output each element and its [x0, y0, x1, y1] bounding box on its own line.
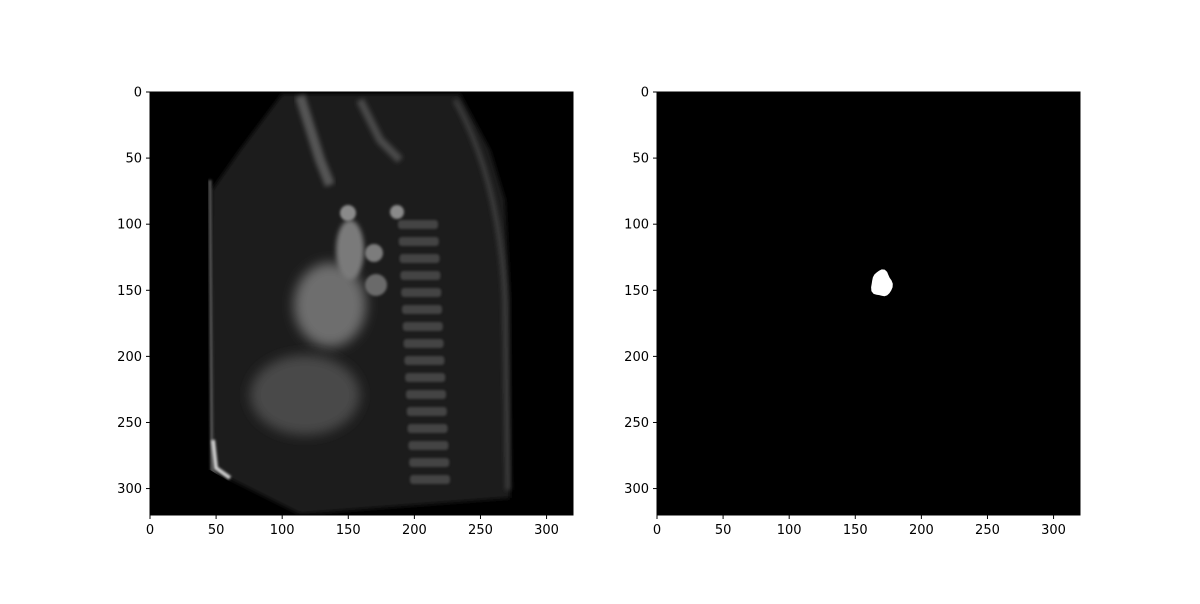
vessel-4 — [390, 205, 404, 219]
left-y-ticks: 0 50 100 150 200 250 300 — [117, 86, 150, 497]
x-tick-label: 0 — [146, 523, 154, 538]
image-cutoff — [150, 470, 285, 515]
y-tick-label: 150 — [117, 284, 142, 299]
y-tick-label: 300 — [117, 482, 142, 497]
y-tick-label: 150 — [624, 284, 649, 299]
y-tick-label: 100 — [624, 218, 649, 233]
vertebra — [402, 322, 443, 331]
x-tick-label: 300 — [534, 523, 559, 538]
x-tick-label: 50 — [715, 523, 732, 538]
vertebra — [399, 254, 440, 263]
vertebra — [406, 407, 447, 416]
y-tick-label: 100 — [117, 218, 142, 233]
y-tick-label: 50 — [125, 152, 142, 167]
vertebra — [410, 475, 450, 484]
y-tick-label: 250 — [624, 416, 649, 431]
aorta-region — [336, 220, 364, 280]
x-tick-label: 250 — [468, 523, 493, 538]
neck-structure — [295, 94, 335, 187]
x-tick-label: 0 — [653, 523, 661, 538]
left-x-ticks: 0 50 100 150 200 250 300 — [146, 515, 559, 538]
x-tick-label: 50 — [208, 523, 225, 538]
heart-region — [294, 263, 366, 347]
mri-image-panel: 0 50 100 150 200 250 300 0 50 100 150 200 250 300 — [117, 86, 574, 538]
x-tick-label: 100 — [270, 523, 295, 538]
x-tick-label: 200 — [909, 523, 934, 538]
mask-image-panel: 0 50 100 150 200 250 300 0 50 100 150 200 250 300 — [624, 86, 1081, 538]
right-y-ticks: 0 50 100 150 200 250 300 — [624, 86, 657, 497]
mask-blob — [871, 269, 893, 297]
mask-image-background — [657, 92, 1080, 515]
spine — [398, 220, 450, 484]
y-tick-label: 250 — [117, 416, 142, 431]
vertebra — [398, 237, 439, 246]
vertebra — [404, 356, 445, 365]
y-tick-label: 0 — [134, 86, 142, 101]
vessel-2 — [365, 244, 383, 262]
x-tick-label: 150 — [336, 523, 361, 538]
lower-heart-region — [250, 355, 360, 435]
vertebra — [401, 288, 442, 297]
y-tick-label: 300 — [624, 482, 649, 497]
skin-edge-right — [452, 98, 511, 491]
right-axes-frame — [656, 91, 1081, 516]
y-tick-label: 50 — [632, 152, 649, 167]
vertebra — [400, 271, 441, 280]
vessel-1 — [340, 205, 356, 221]
mri-image — [150, 94, 511, 515]
x-tick-label: 150 — [843, 523, 868, 538]
vertebra — [403, 339, 444, 348]
vertebra — [402, 305, 442, 314]
left-axes-frame — [149, 91, 574, 516]
x-tick-label: 200 — [402, 523, 427, 538]
y-tick-label: 0 — [641, 86, 649, 101]
vessel-3 — [365, 274, 387, 296]
y-tick-label: 200 — [624, 350, 649, 365]
vertebra — [405, 373, 446, 382]
vertebra — [407, 424, 448, 433]
x-tick-label: 300 — [1041, 523, 1066, 538]
vertebra — [406, 390, 446, 399]
anterior-bright-edge — [211, 439, 232, 480]
vertebra — [398, 220, 438, 229]
x-tick-label: 100 — [777, 523, 802, 538]
x-tick-label: 250 — [975, 523, 1000, 538]
y-tick-label: 200 — [117, 350, 142, 365]
vertebra — [408, 441, 449, 450]
right-x-ticks: 0 50 100 150 200 250 300 — [653, 515, 1066, 538]
vertebra — [409, 458, 450, 467]
neck-structure-2 — [356, 98, 403, 163]
